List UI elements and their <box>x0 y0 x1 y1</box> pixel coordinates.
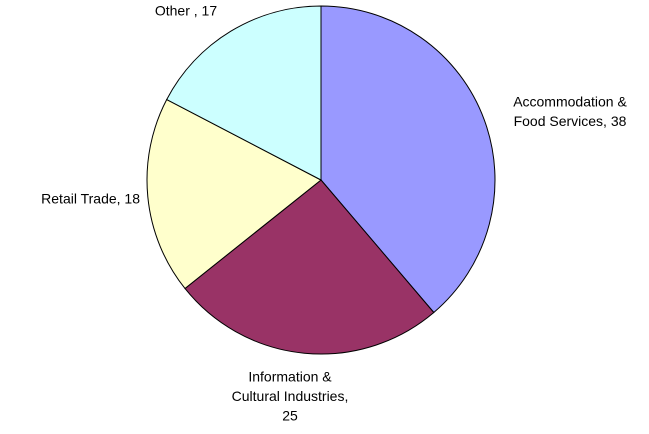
data-label: Food Services, 38 <box>514 113 627 129</box>
pie-slice <box>184 179 435 355</box>
pie-slice <box>146 98 322 290</box>
data-label: Other , 17 <box>155 3 217 19</box>
pie-slice <box>166 5 322 181</box>
data-label: Information & <box>248 369 332 385</box>
data-label: Retail Trade, 18 <box>41 191 140 207</box>
pie-slice <box>320 5 496 314</box>
data-label: Cultural Industries, <box>232 388 349 404</box>
data-label: Accommodation & <box>513 94 627 110</box>
data-label: 25 <box>282 408 298 424</box>
